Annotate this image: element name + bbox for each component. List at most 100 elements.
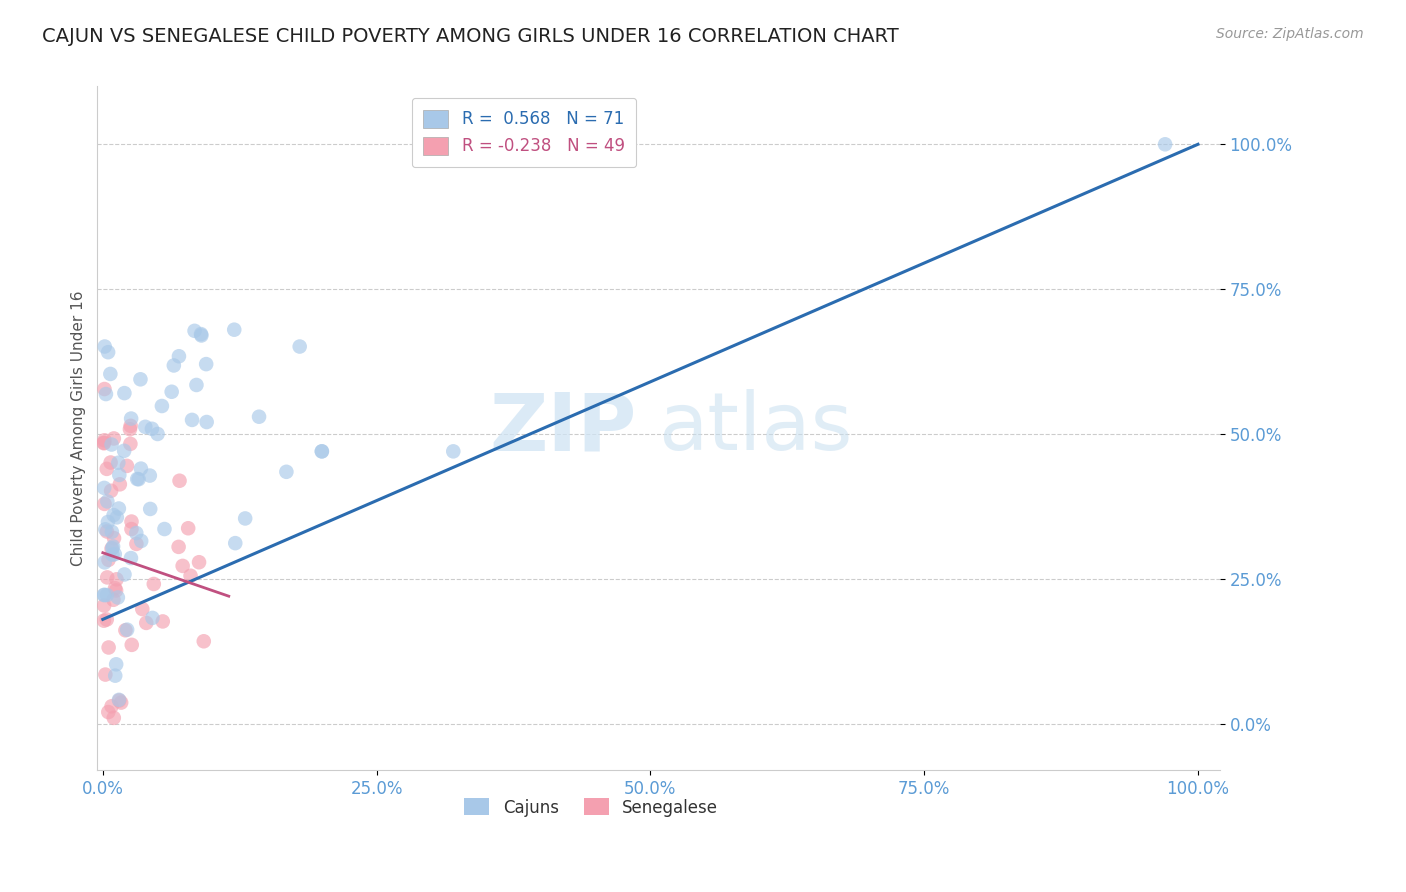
Point xyxy=(96,462,118,476)
Point xyxy=(93,497,115,511)
Point xyxy=(146,427,169,442)
Point xyxy=(105,657,128,672)
Point xyxy=(441,444,464,458)
Point xyxy=(139,502,162,516)
Point xyxy=(108,693,131,707)
Point xyxy=(103,432,125,446)
Point xyxy=(186,378,208,392)
Point xyxy=(150,399,173,413)
Point xyxy=(108,501,131,516)
Point xyxy=(224,536,246,550)
Point xyxy=(93,481,115,495)
Point xyxy=(141,422,163,436)
Point xyxy=(311,444,333,458)
Point xyxy=(118,422,141,436)
Point xyxy=(177,521,200,535)
Point xyxy=(311,444,333,458)
Point xyxy=(167,349,190,363)
Point xyxy=(121,515,143,529)
Point xyxy=(93,382,115,396)
Point xyxy=(93,434,115,448)
Point xyxy=(93,339,115,353)
Point xyxy=(120,411,142,425)
Point xyxy=(96,494,118,508)
Point xyxy=(93,588,115,602)
Point xyxy=(94,387,117,401)
Point xyxy=(94,522,117,536)
Point xyxy=(100,455,122,469)
Point xyxy=(96,570,118,584)
Point xyxy=(96,588,118,602)
Text: CAJUN VS SENEGALESE CHILD POVERTY AMONG GIRLS UNDER 16 CORRELATION CHART: CAJUN VS SENEGALESE CHILD POVERTY AMONG … xyxy=(42,27,898,45)
Point xyxy=(93,556,115,570)
Point xyxy=(97,640,120,655)
Point xyxy=(107,591,129,605)
Point xyxy=(97,705,120,719)
Point xyxy=(108,477,131,491)
Point xyxy=(103,711,125,725)
Point xyxy=(97,553,120,567)
Point xyxy=(129,372,152,386)
Point xyxy=(188,555,211,569)
Point xyxy=(129,461,152,475)
Point xyxy=(128,472,150,486)
Point xyxy=(276,465,298,479)
Point xyxy=(160,384,183,399)
Point xyxy=(100,483,122,498)
Point xyxy=(142,577,165,591)
Point xyxy=(97,515,120,529)
Point xyxy=(183,324,205,338)
Point xyxy=(101,548,124,562)
Point xyxy=(152,615,174,629)
Point xyxy=(115,458,138,473)
Point xyxy=(101,524,124,539)
Point xyxy=(93,435,115,450)
Point xyxy=(114,624,136,638)
Text: Source: ZipAtlas.com: Source: ZipAtlas.com xyxy=(1216,27,1364,41)
Point xyxy=(103,508,125,522)
Point xyxy=(107,456,129,470)
Point xyxy=(131,602,153,616)
Point xyxy=(172,558,194,573)
Point xyxy=(108,467,131,482)
Point xyxy=(167,540,190,554)
Point xyxy=(112,443,135,458)
Point xyxy=(193,634,215,648)
Point xyxy=(93,599,115,613)
Point xyxy=(100,699,122,714)
Point xyxy=(195,415,218,429)
Point xyxy=(181,413,204,427)
Legend: Cajuns, Senegalese: Cajuns, Senegalese xyxy=(458,792,724,823)
Point xyxy=(1154,137,1177,152)
Point xyxy=(114,567,136,582)
Point xyxy=(104,581,127,595)
Point xyxy=(115,623,138,637)
Point xyxy=(108,693,131,707)
Point xyxy=(195,357,218,371)
Point xyxy=(153,522,176,536)
Point xyxy=(129,533,152,548)
Point xyxy=(190,327,212,342)
Point xyxy=(100,541,122,556)
Point xyxy=(190,328,212,343)
Point xyxy=(120,551,142,566)
Point xyxy=(104,547,127,561)
Point xyxy=(141,611,163,625)
Point xyxy=(105,572,128,586)
Point xyxy=(98,367,121,381)
Text: ZIP: ZIP xyxy=(489,389,636,467)
Point xyxy=(120,418,142,433)
Point xyxy=(125,526,148,541)
Point xyxy=(103,592,125,607)
Point xyxy=(110,696,132,710)
Point xyxy=(93,588,115,602)
Point xyxy=(93,614,115,628)
Point xyxy=(120,437,142,451)
Point xyxy=(100,437,122,451)
Point xyxy=(101,541,124,556)
Point xyxy=(96,612,118,626)
Text: atlas: atlas xyxy=(658,389,853,467)
Point xyxy=(233,511,256,525)
Point xyxy=(105,510,128,524)
Point xyxy=(135,615,157,630)
